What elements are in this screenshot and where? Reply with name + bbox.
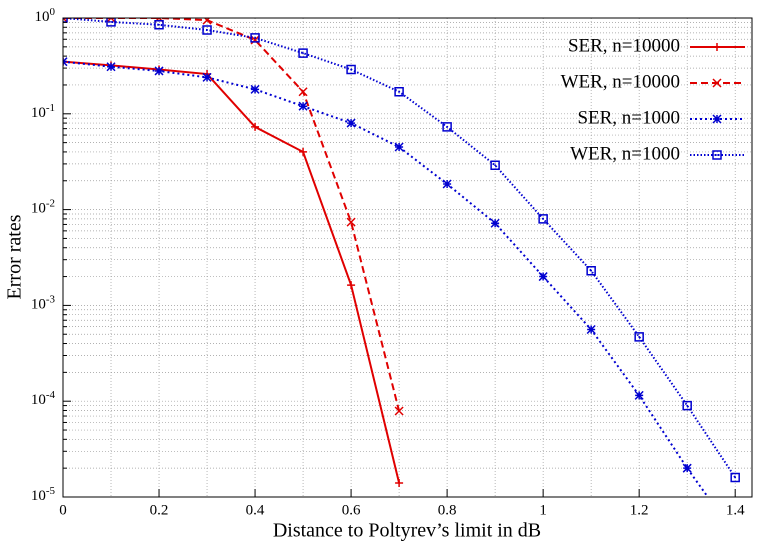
marker bbox=[202, 25, 212, 35]
marker bbox=[251, 122, 260, 131]
marker bbox=[346, 118, 356, 128]
marker bbox=[682, 400, 692, 411]
marker bbox=[299, 147, 308, 156]
series-line bbox=[63, 60, 710, 497]
marker bbox=[394, 86, 404, 97]
marker bbox=[490, 218, 500, 228]
plot-area bbox=[63, 18, 740, 539]
series-line bbox=[63, 60, 401, 484]
y-tick-label: 10-4 bbox=[31, 389, 56, 409]
marker bbox=[154, 20, 164, 30]
legend-label: SER, n=1000 bbox=[577, 107, 680, 128]
marker bbox=[538, 272, 548, 282]
marker bbox=[63, 18, 68, 23]
x-tick-label: 0.4 bbox=[246, 502, 265, 518]
x-tick-label: 1.2 bbox=[630, 502, 649, 518]
legend-label: WER, n=10000 bbox=[561, 71, 680, 92]
marker bbox=[730, 472, 740, 483]
marker bbox=[634, 390, 644, 400]
legend-label: WER, n=1000 bbox=[570, 143, 680, 164]
marker bbox=[712, 78, 722, 88]
marker bbox=[250, 84, 260, 94]
x-tick-label: 0.8 bbox=[438, 502, 457, 518]
marker bbox=[442, 122, 452, 132]
marker bbox=[394, 406, 404, 416]
marker bbox=[586, 265, 596, 276]
y-tick-label: 10-1 bbox=[31, 101, 55, 121]
marker bbox=[298, 87, 308, 97]
y-tick-label: 100 bbox=[35, 6, 56, 26]
marker bbox=[394, 142, 404, 152]
marker bbox=[712, 150, 722, 160]
marker bbox=[298, 48, 308, 58]
marker bbox=[202, 18, 212, 25]
series-line bbox=[63, 18, 401, 412]
x-tick-label: 1 bbox=[539, 502, 547, 518]
marker bbox=[154, 66, 164, 76]
marker bbox=[634, 332, 644, 342]
marker bbox=[347, 281, 356, 290]
marker bbox=[202, 72, 212, 82]
plot-frame bbox=[62, 17, 753, 498]
marker bbox=[395, 479, 404, 488]
marker bbox=[106, 18, 116, 23]
marker bbox=[298, 101, 308, 111]
marker bbox=[346, 64, 356, 75]
marker bbox=[346, 217, 356, 227]
marker bbox=[490, 160, 500, 171]
marker bbox=[586, 324, 596, 335]
marker bbox=[731, 531, 739, 539]
y-axis-label: Error rates bbox=[4, 214, 26, 299]
x-tick-label: 0 bbox=[59, 502, 67, 518]
x-axis-label: Distance to Poltyrev’s limit in dB bbox=[273, 520, 541, 542]
y-tick-label: 10-2 bbox=[31, 197, 55, 217]
marker bbox=[106, 18, 116, 27]
legend-label: SER, n=10000 bbox=[568, 35, 680, 56]
marker bbox=[712, 114, 722, 124]
marker bbox=[106, 62, 116, 72]
x-tick-label: 0.6 bbox=[342, 502, 361, 518]
marker bbox=[682, 463, 692, 473]
labels: 0 0.2 0.4 0.6 0.8 1 1.2 1.4 10-5 10-4 10-3 10-2 10-1… bbox=[31, 6, 745, 519]
y-tick-label: 10-5 bbox=[31, 485, 56, 505]
x-tick-label: 0.2 bbox=[150, 502, 169, 518]
marker bbox=[250, 33, 260, 43]
marker bbox=[538, 214, 548, 224]
x-tick-label: 1.4 bbox=[726, 502, 745, 518]
y-tick-label: 10-3 bbox=[31, 293, 56, 313]
marker bbox=[442, 179, 452, 189]
marker bbox=[713, 43, 721, 51]
